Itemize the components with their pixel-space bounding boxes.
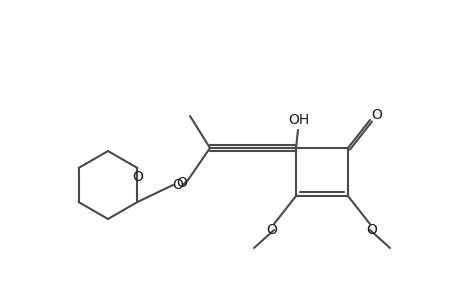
Text: O: O — [366, 223, 377, 237]
Text: O: O — [266, 223, 277, 237]
Text: O: O — [172, 178, 183, 192]
Text: OH: OH — [288, 113, 309, 127]
Text: O: O — [176, 176, 187, 190]
Text: O: O — [371, 108, 381, 122]
Text: O: O — [132, 170, 143, 184]
